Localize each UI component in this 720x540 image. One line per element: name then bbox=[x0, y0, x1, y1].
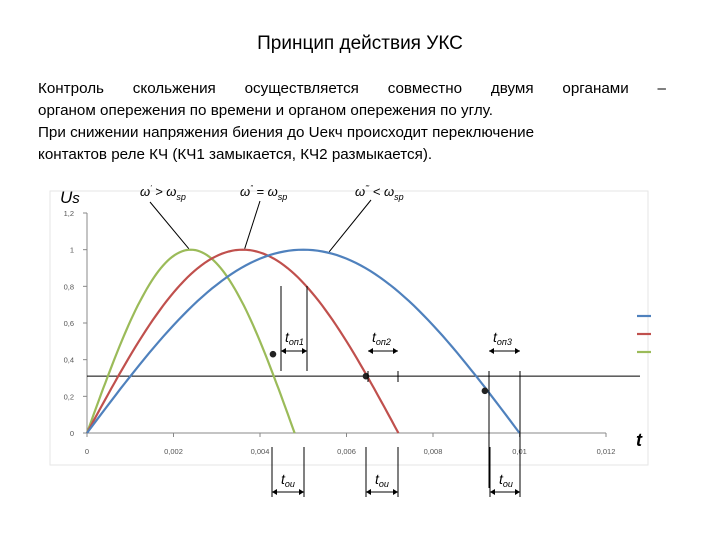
interval-arrow bbox=[515, 348, 520, 354]
series-blue-line bbox=[86, 248, 521, 434]
interval-arrow bbox=[515, 489, 520, 495]
x-tick-label: 0,002 bbox=[164, 447, 183, 456]
interval-arrow bbox=[366, 489, 371, 495]
slide-paragraph: Контроль скольжения осуществляется совме… bbox=[38, 78, 666, 166]
interval-arrow bbox=[393, 348, 398, 354]
interval-label-top: tоп1 bbox=[285, 329, 304, 347]
x-axis-label: t bbox=[636, 430, 643, 450]
curve-label: ω' > ωsp bbox=[140, 184, 186, 202]
curve-label: ω'' = ωsp bbox=[240, 184, 287, 202]
interval-arrow bbox=[393, 489, 398, 495]
interval-label-bottom: tои bbox=[281, 471, 295, 489]
curve-label-pointer bbox=[244, 200, 261, 249]
series-green-marker bbox=[269, 350, 277, 358]
y-tick-label: 0,4 bbox=[64, 356, 74, 365]
y-tick-label: 0,2 bbox=[64, 392, 74, 401]
interval-label-top: tоп2 bbox=[372, 329, 391, 347]
interval-arrow bbox=[299, 489, 304, 495]
curve-label-pointer bbox=[149, 201, 190, 249]
interval-arrow bbox=[272, 489, 277, 495]
interval-arrow bbox=[490, 489, 495, 495]
paragraph-line: Контроль скольжения осуществляется совме… bbox=[38, 80, 666, 97]
slide-title: Принцип действия УКС bbox=[257, 33, 463, 54]
interval-label-bottom: tои bbox=[375, 471, 389, 489]
interval-arrow bbox=[489, 348, 494, 354]
series-blue-marker bbox=[481, 387, 489, 395]
y-tick-label: 0 bbox=[70, 429, 74, 438]
x-tick-label: 0,008 bbox=[424, 447, 443, 456]
y-tick-label: 0,6 bbox=[64, 319, 74, 328]
interval-label-top: tоп3 bbox=[493, 329, 512, 347]
interval-arrow bbox=[281, 348, 286, 354]
paragraph-line: органом опережения по времени и органом … bbox=[38, 102, 493, 119]
paragraph-line: При снижении напряжения биения до Uекч п… bbox=[38, 124, 535, 141]
interval-arrow bbox=[368, 348, 373, 354]
chart-frame bbox=[49, 190, 649, 466]
x-tick-label: 0,006 bbox=[337, 447, 356, 456]
curve-label-pointer bbox=[328, 199, 372, 252]
y-axis-label: Us bbox=[60, 188, 80, 207]
interval-arrow bbox=[302, 348, 307, 354]
y-tick-label: 1,2 bbox=[64, 209, 74, 218]
x-tick-label: 0,004 bbox=[251, 447, 270, 456]
y-tick-label: 1 bbox=[70, 246, 74, 255]
series-green-line bbox=[85, 248, 296, 434]
curve-label: ω''' < ωsp bbox=[355, 184, 404, 202]
x-tick-label: 0 bbox=[85, 447, 89, 456]
y-tick-label: 0,8 bbox=[64, 282, 74, 291]
series-red-line bbox=[86, 248, 400, 434]
interval-label-bottom: tои bbox=[499, 471, 513, 489]
x-tick-label: 0,012 bbox=[597, 447, 616, 456]
paragraph-line: контактов реле КЧ (КЧ1 замыкается, КЧ2 р… bbox=[38, 146, 433, 163]
